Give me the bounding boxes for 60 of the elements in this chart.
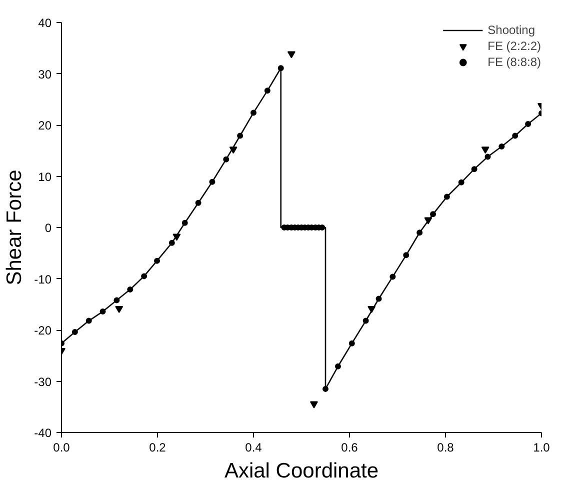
point bbox=[403, 252, 410, 258]
legend-label: Shooting bbox=[488, 22, 536, 38]
point bbox=[334, 363, 341, 370]
point bbox=[525, 120, 532, 127]
point bbox=[114, 297, 120, 304]
legend-label: FE (2:2:2) bbox=[488, 38, 541, 54]
point bbox=[100, 308, 106, 315]
x-tick-label: 1.0 bbox=[533, 440, 550, 454]
point bbox=[72, 329, 78, 336]
point bbox=[481, 146, 490, 154]
point bbox=[237, 132, 244, 139]
y-tick-label: -30 bbox=[34, 374, 52, 389]
legend-label: FE (8:8:8) bbox=[488, 54, 541, 70]
point bbox=[484, 154, 491, 160]
point bbox=[115, 306, 124, 314]
x-tick-label: 0.0 bbox=[53, 440, 70, 454]
y-tick-label: -10 bbox=[34, 272, 52, 286]
point bbox=[416, 230, 423, 236]
point bbox=[430, 211, 436, 218]
y-tick-label: 20 bbox=[38, 118, 52, 132]
point bbox=[310, 401, 318, 408]
x-tick-label: 0.6 bbox=[341, 440, 358, 454]
point bbox=[154, 258, 160, 264]
point bbox=[424, 217, 432, 224]
point bbox=[264, 88, 270, 94]
point bbox=[368, 306, 376, 314]
point bbox=[348, 340, 355, 346]
point bbox=[141, 273, 148, 280]
point bbox=[86, 318, 92, 324]
point bbox=[512, 132, 518, 139]
x-axis-title: Axial Coordinate bbox=[224, 460, 379, 482]
point bbox=[458, 179, 464, 186]
point bbox=[287, 51, 296, 58]
point bbox=[229, 146, 238, 154]
point bbox=[376, 296, 382, 302]
x-tick-label: 0.4 bbox=[245, 440, 262, 454]
y-tick-label: -20 bbox=[34, 324, 52, 338]
point bbox=[362, 318, 369, 324]
point bbox=[127, 286, 134, 293]
y-tick-label: 40 bbox=[38, 16, 52, 30]
point bbox=[322, 386, 328, 392]
point bbox=[471, 166, 478, 172]
point bbox=[209, 178, 216, 185]
y-tick-label: 0 bbox=[44, 221, 52, 235]
x-tick-label: 0.8 bbox=[437, 440, 454, 454]
point bbox=[182, 220, 188, 226]
point bbox=[444, 194, 450, 200]
point bbox=[498, 144, 505, 150]
point bbox=[390, 274, 396, 280]
y-tick-label: 30 bbox=[38, 67, 52, 82]
point bbox=[195, 200, 202, 206]
point bbox=[223, 156, 230, 162]
x-tick-label: 0.2 bbox=[149, 440, 166, 454]
point bbox=[250, 110, 256, 116]
point bbox=[168, 240, 175, 246]
point bbox=[278, 65, 284, 72]
point bbox=[172, 234, 181, 241]
y-tick-label: -40 bbox=[34, 426, 52, 440]
y-tick-label: 10 bbox=[38, 170, 52, 184]
y-axis-title: Shear Force bbox=[3, 170, 26, 286]
